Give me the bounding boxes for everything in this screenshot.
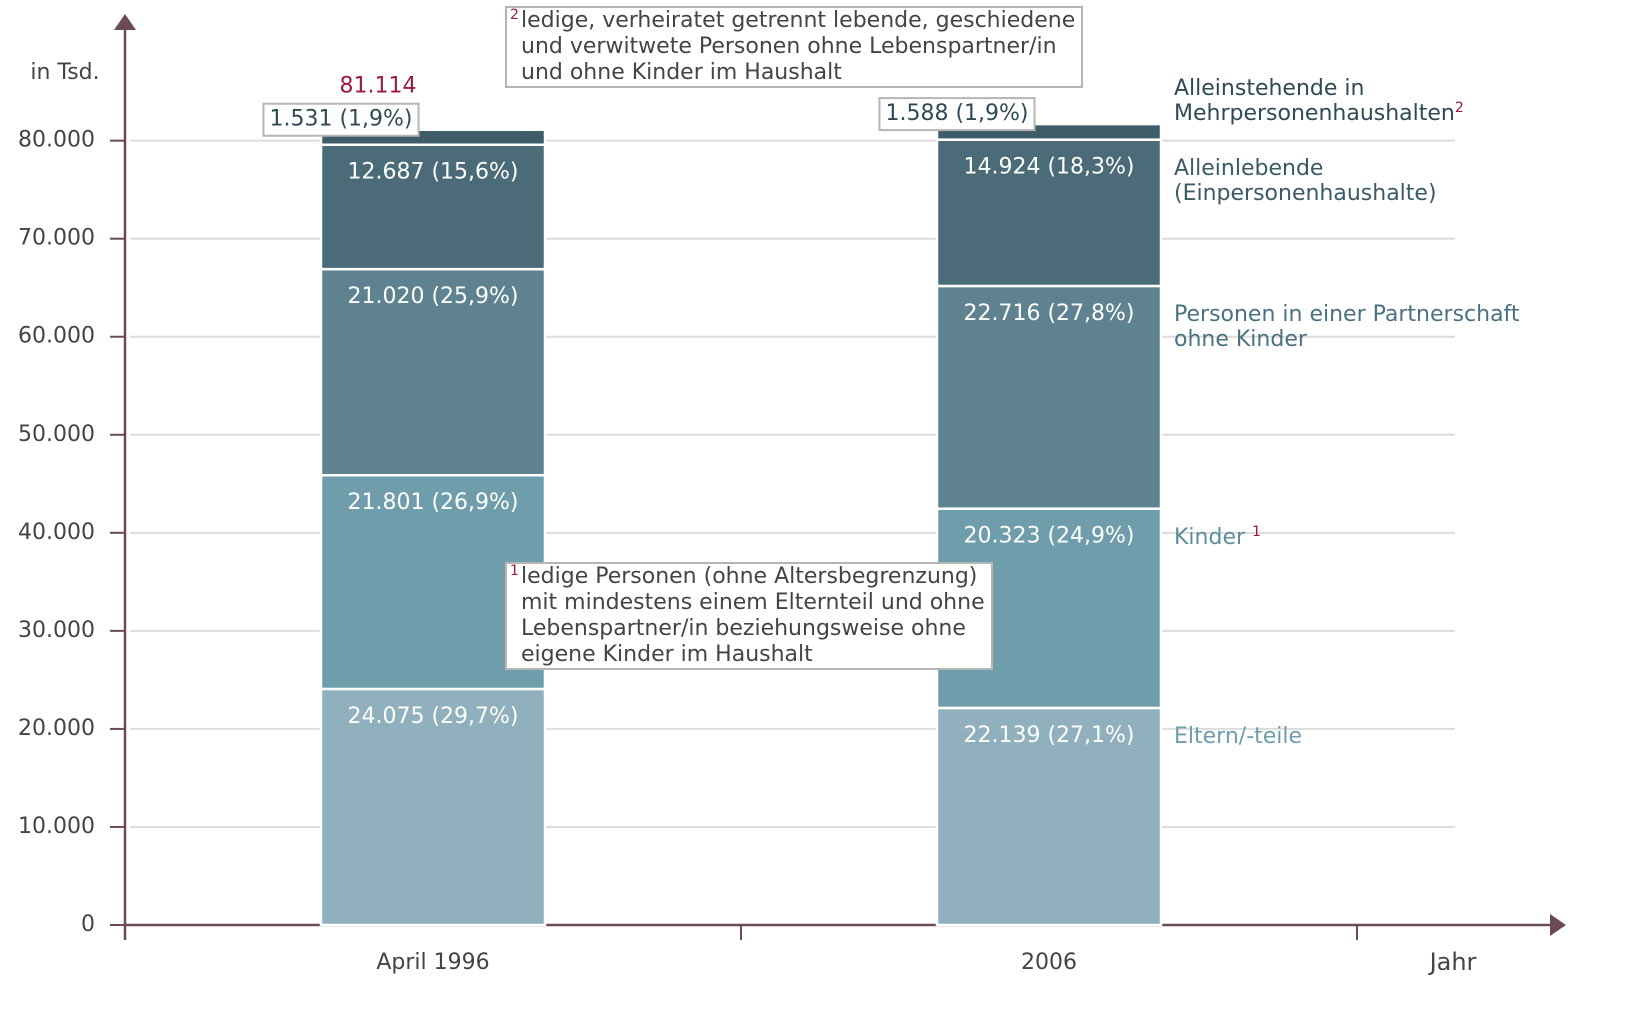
legend-entry: Personen in einer Partnerschaft ohne Kin…: [1174, 302, 1564, 352]
value-label-box: [878, 97, 1036, 132]
footnote-line: mit mindestens einem Elternteil und ohne: [521, 590, 985, 615]
value-label: 21.020 (25,9%): [347, 284, 518, 309]
legend-entry: Kinder 1: [1174, 525, 1564, 550]
legend-note-marker: 1: [1252, 523, 1261, 540]
x-tick-label: 2006: [1021, 950, 1077, 975]
legend-label: Kinder: [1174, 524, 1246, 550]
value-label: 21.801 (26,9%): [347, 490, 518, 515]
y-tick-label: 20.000: [18, 716, 95, 741]
footnote-line: ledige Personen (ohne Altersbegrenzung): [521, 564, 978, 589]
value-label: 22.716 (27,8%): [963, 301, 1134, 326]
value-label: 1.531 (1,9%): [269, 107, 412, 132]
y-tick-label: 40.000: [18, 520, 95, 545]
y-tick-label: 50.000: [18, 422, 95, 447]
legend-label: Alleinlebende (Einpersonenhaushalte): [1174, 155, 1437, 206]
footnote-line: ledige, verheiratet getrennt lebende, ge…: [521, 8, 1076, 33]
footnote: 2 ledige, verheiratet getrennt lebende, g…: [505, 6, 1084, 88]
value-label: 1.588 (1,9%): [885, 101, 1028, 126]
y-tick-label: 0: [81, 912, 95, 937]
total-label: 81.114: [340, 74, 417, 99]
legend-entry: Eltern/-teile: [1174, 724, 1564, 749]
x-axis-arrow: [1550, 914, 1566, 936]
legend-label: Alleinstehende in Mehrpersonenhaushalten: [1174, 76, 1455, 127]
bar-segment: [935, 284, 1163, 510]
footnote: 1 ledige Personen (ohne Altersbegrenzung)…: [505, 562, 993, 670]
footnote-line: eigene Kinder im Haushalt: [521, 642, 813, 667]
value-label: 20.323 (24,9%): [963, 524, 1134, 549]
x-tick-label: April 1996: [376, 950, 489, 975]
footnote-marker: 2: [510, 7, 519, 23]
x-axis-label: Jahr: [1428, 948, 1477, 976]
y-tick-label: 30.000: [18, 618, 95, 643]
footnote-marker: 1: [510, 563, 519, 579]
legend-label: Personen in einer Partnerschaft ohne Kin…: [1174, 301, 1520, 352]
y-tick-label: 80.000: [18, 128, 95, 153]
legend-entry: Alleinstehende in Mehrpersonenhaushalten…: [1174, 76, 1564, 126]
bar-segment: [319, 267, 547, 477]
legend-entry: Alleinlebende (Einpersonenhaushalte): [1174, 156, 1564, 206]
value-label: 24.075 (29,7%): [347, 704, 518, 729]
footnote-line: Lebenspartner/in beziehungsweise ohne: [521, 616, 966, 641]
y-tick-label: 60.000: [18, 324, 95, 349]
y-tick-label: 10.000: [18, 814, 95, 839]
footnote-line: und verwitwete Personen ohne Lebenspartn…: [521, 34, 1057, 59]
y-axis-arrow: [114, 14, 136, 30]
bar-segment: [319, 687, 547, 927]
value-label: 14.924 (18,3%): [963, 155, 1134, 180]
value-label: 22.139 (27,1%): [963, 723, 1134, 748]
y-tick-label: 70.000: [18, 226, 95, 251]
legend-note-marker: 2: [1454, 100, 1464, 117]
footnote-line: und ohne Kinder im Haushalt: [521, 60, 842, 85]
bar-segment: [935, 138, 1163, 288]
value-label-box: [262, 102, 420, 137]
legend-label: Eltern/-teile: [1174, 723, 1303, 749]
value-label: 12.687 (15,6%): [347, 160, 518, 185]
y-axis-label: in Tsd.: [30, 60, 99, 85]
